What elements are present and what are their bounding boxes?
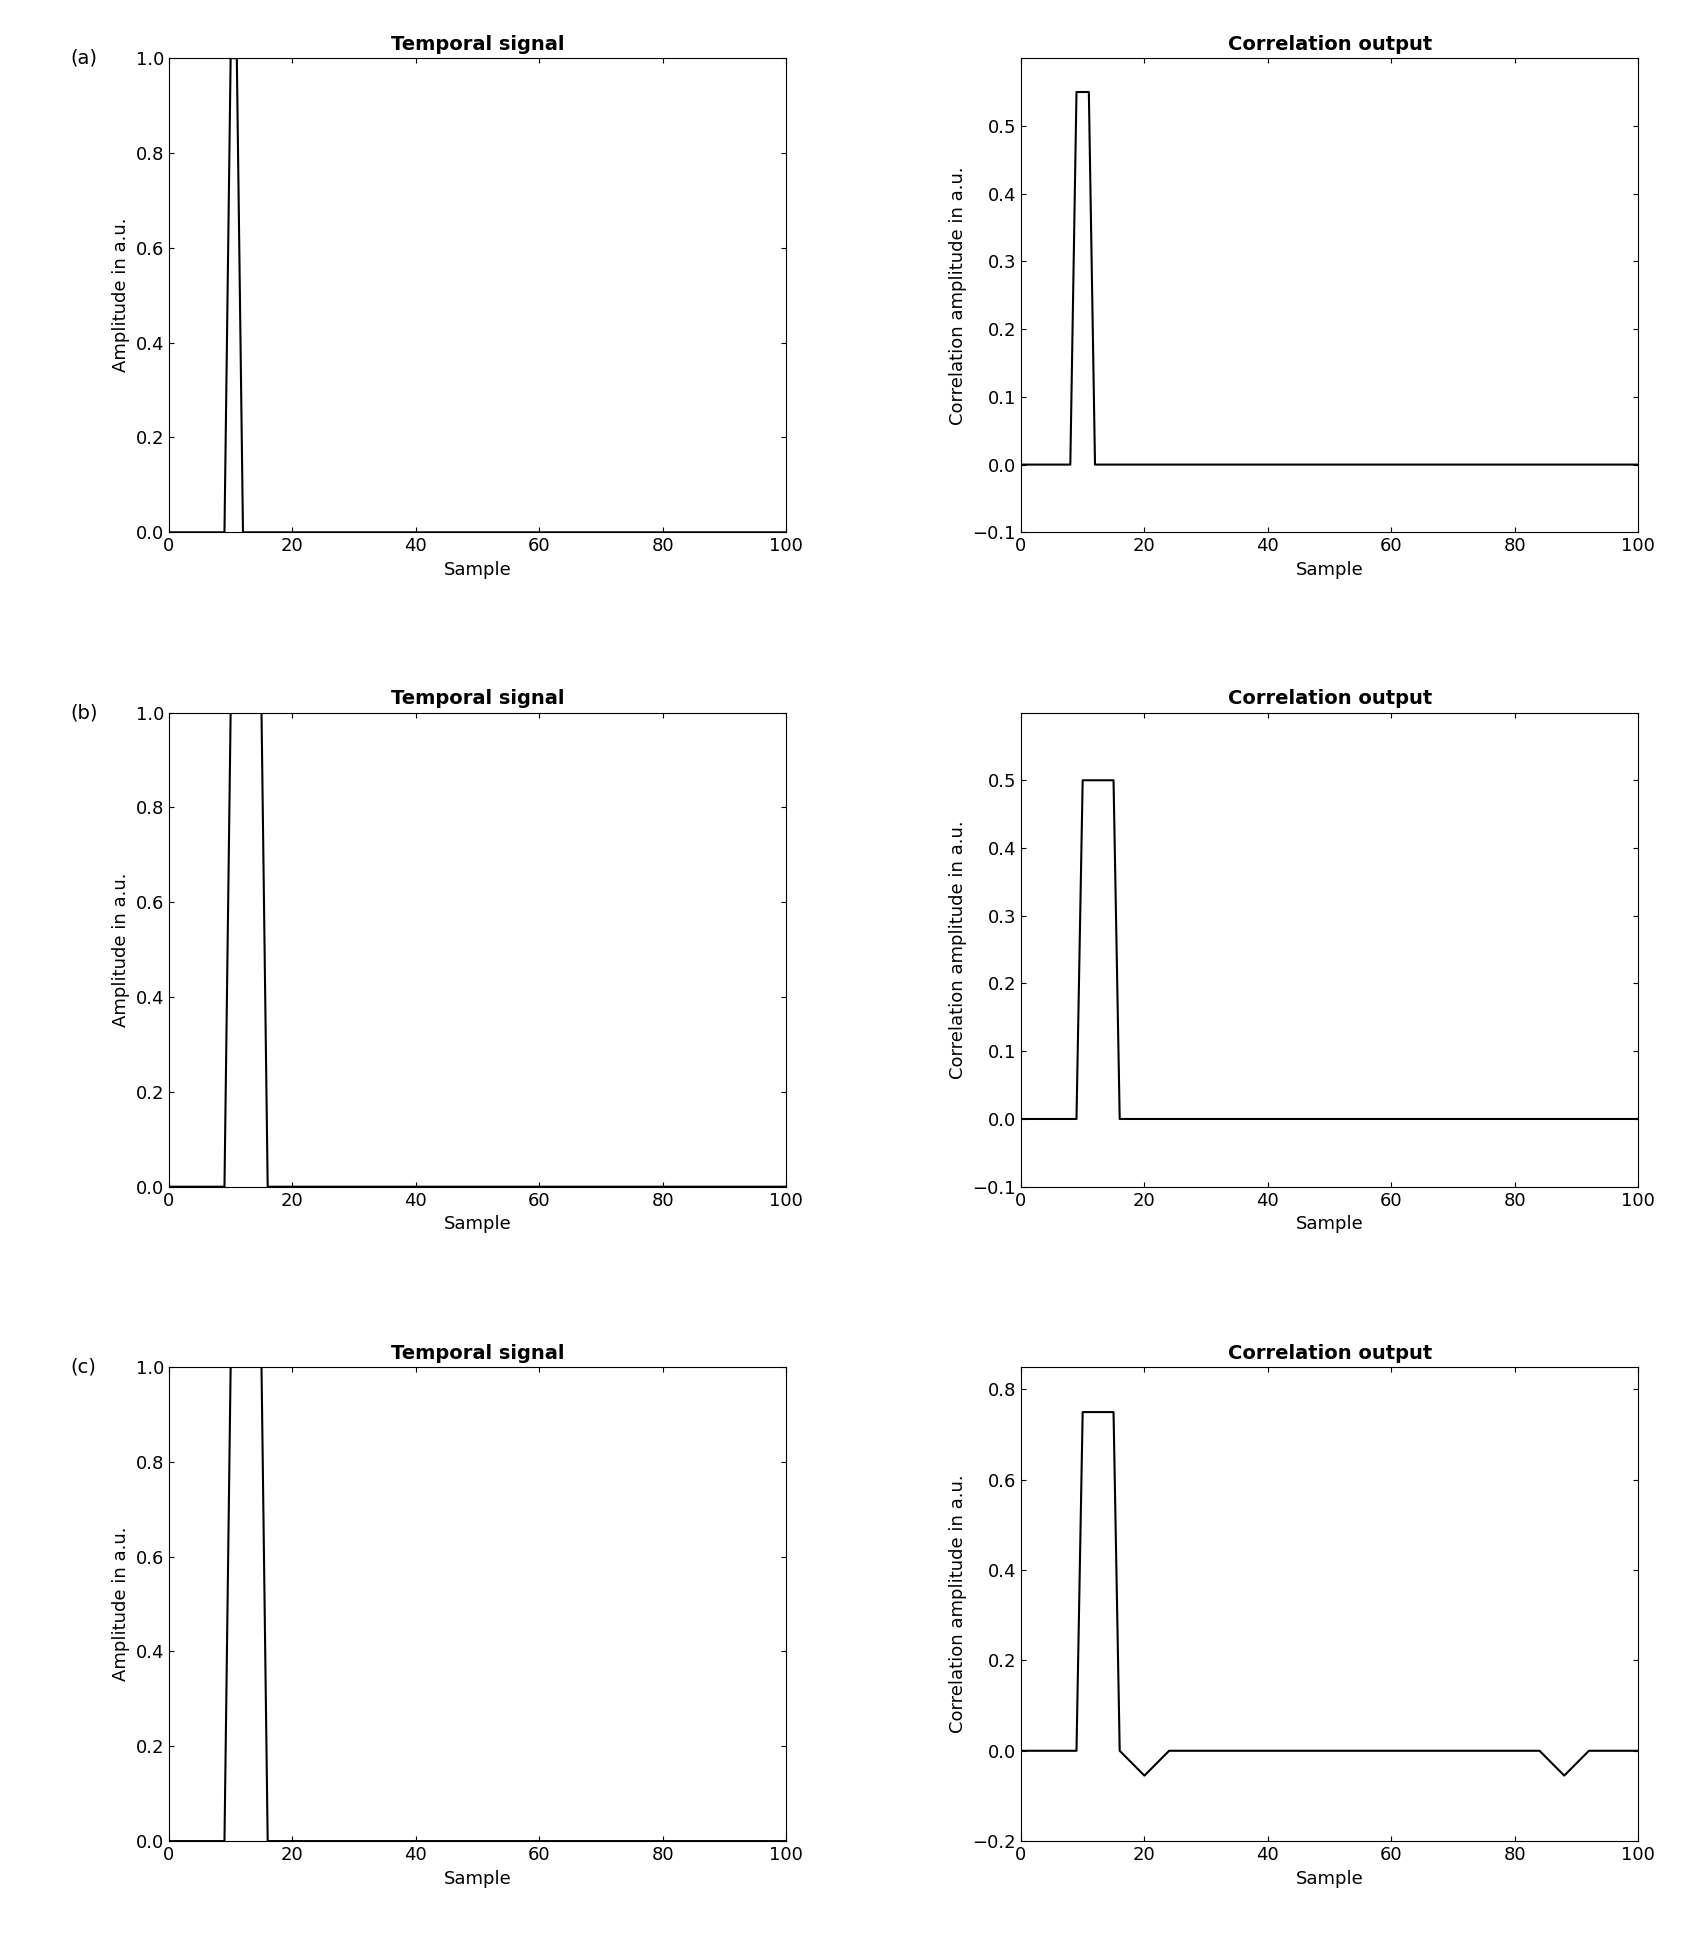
X-axis label: Sample: Sample xyxy=(1295,1215,1363,1233)
Text: (b): (b) xyxy=(71,703,98,723)
Title: Correlation output: Correlation output xyxy=(1228,690,1432,707)
Title: Temporal signal: Temporal signal xyxy=(390,35,564,54)
Title: Temporal signal: Temporal signal xyxy=(390,690,564,707)
Y-axis label: Amplitude in a.u.: Amplitude in a.u. xyxy=(111,872,130,1027)
Y-axis label: Amplitude in a.u.: Amplitude in a.u. xyxy=(111,1527,130,1682)
X-axis label: Sample: Sample xyxy=(444,1215,512,1233)
Title: Correlation output: Correlation output xyxy=(1228,1343,1432,1362)
Title: Correlation output: Correlation output xyxy=(1228,35,1432,54)
Y-axis label: Correlation amplitude in a.u.: Correlation amplitude in a.u. xyxy=(949,820,968,1079)
X-axis label: Sample: Sample xyxy=(1295,560,1363,579)
X-axis label: Sample: Sample xyxy=(444,1870,512,1888)
Text: (a): (a) xyxy=(71,48,96,68)
Title: Temporal signal: Temporal signal xyxy=(390,1343,564,1362)
X-axis label: Sample: Sample xyxy=(1295,1870,1363,1888)
Text: (c): (c) xyxy=(71,1357,96,1376)
Y-axis label: Amplitude in a.u.: Amplitude in a.u. xyxy=(111,217,130,372)
Y-axis label: Correlation amplitude in a.u.: Correlation amplitude in a.u. xyxy=(949,167,968,424)
X-axis label: Sample: Sample xyxy=(444,560,512,579)
Y-axis label: Correlation amplitude in a.u.: Correlation amplitude in a.u. xyxy=(949,1475,966,1733)
